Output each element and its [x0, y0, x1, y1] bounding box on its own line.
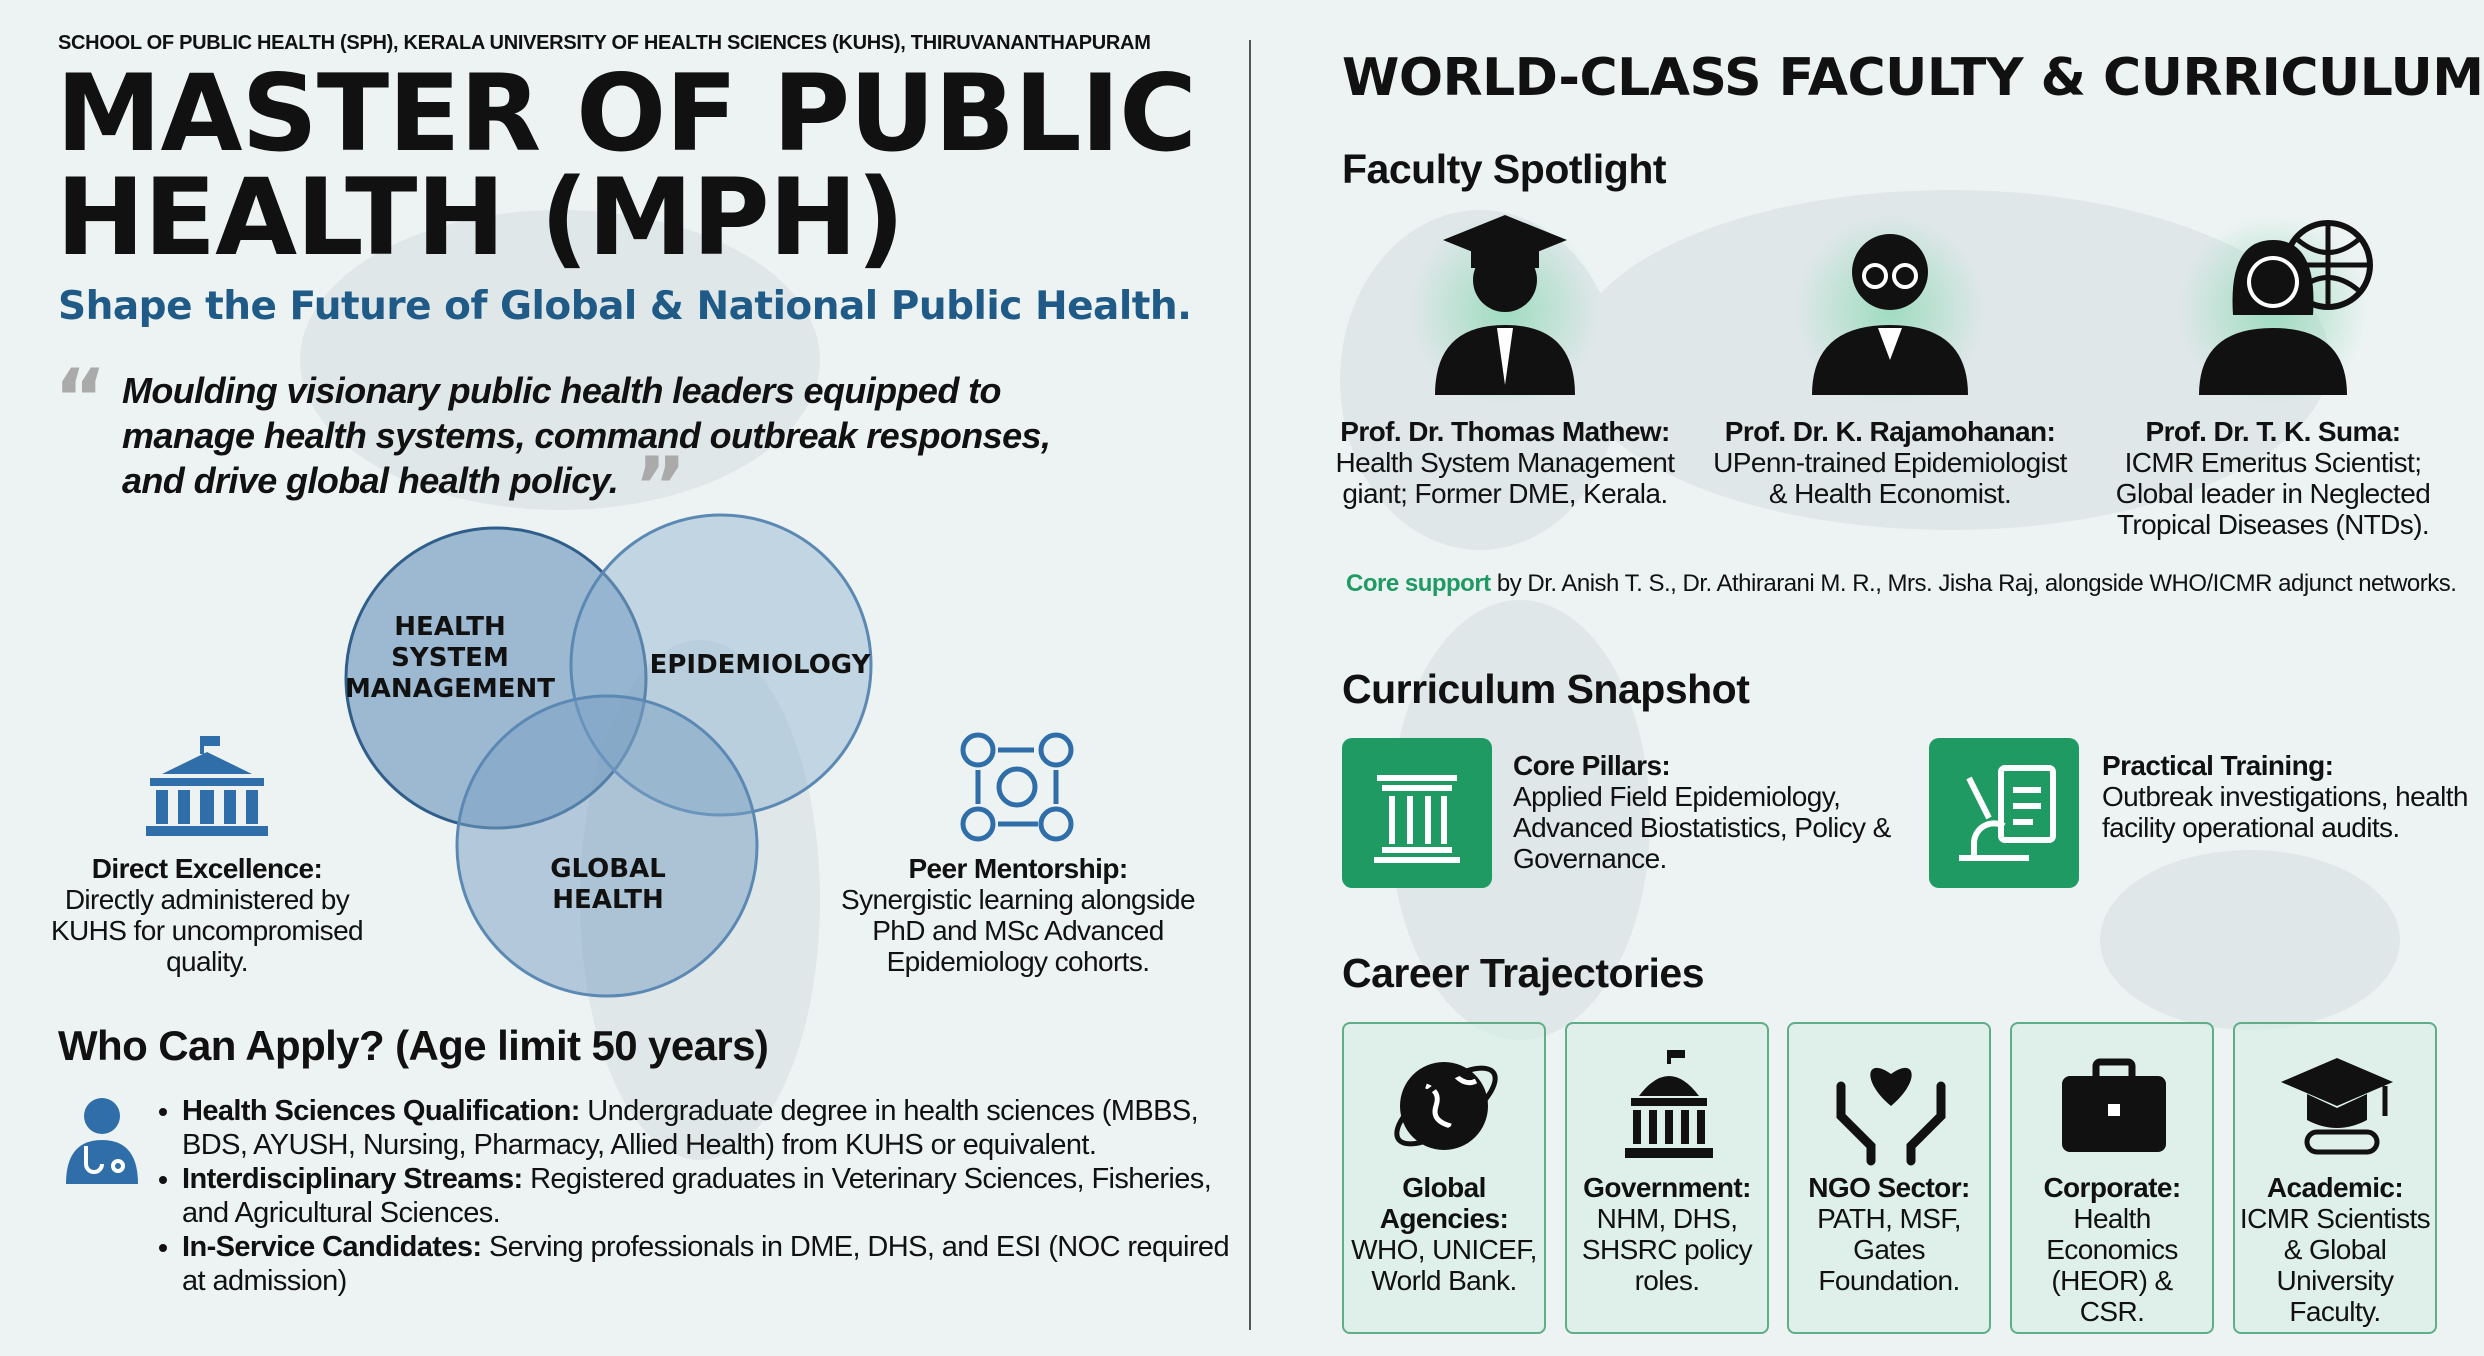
- mentorship-icon: [960, 732, 1074, 842]
- eligibility-item: In-Service Candidates: Serving professio…: [182, 1230, 1242, 1298]
- right-title: WORLD-CLASS FACULTY & CURRICULUM: [1342, 48, 2484, 108]
- faculty: Prof. Dr. T. K. Suma: ICMR Emeritus Scien…: [2103, 416, 2443, 540]
- quote-mark: “: [54, 352, 107, 445]
- item-label: In-Service Candidates:: [182, 1231, 482, 1263]
- feature: Peer Mentorship: Synergistic learning alo…: [828, 853, 1208, 977]
- career-card: NGO Sector: PATH, MSF, Gates Foundation.: [1787, 1022, 1991, 1334]
- career-detail: WHO, UNICEF, World Bank.: [1351, 1234, 1537, 1296]
- feature-title: Peer Mentorship:: [908, 853, 1128, 884]
- pillar-icon-box: [1342, 738, 1492, 888]
- career-title: Corporate:: [2043, 1172, 2181, 1203]
- faculty-bio: ICMR Emeritus Scientist; Global leader i…: [2115, 447, 2431, 540]
- career-detail: ICMR Scientists & Global University Facu…: [2239, 1203, 2431, 1327]
- curriculum-title: Core Pillars:: [1513, 750, 1671, 781]
- career-detail: PATH, MSF, Gates Foundation.: [1817, 1203, 1961, 1296]
- career-title: Global Agencies:: [1379, 1172, 1509, 1234]
- feature-title: Direct Excellence:: [91, 853, 323, 884]
- title: MASTER OF PUBLIC HEALTH (MPH): [56, 52, 1197, 279]
- venn-diagram: [344, 513, 873, 998]
- career-text: NGO Sector: PATH, MSF, Gates Foundation.: [1793, 1172, 1985, 1296]
- curriculum-title: Practical Training:: [2102, 750, 2334, 781]
- curriculum-text: Applied Field Epidemiology, Advanced Bio…: [1513, 781, 1891, 874]
- item-text: Serving professionals in DME, DHS, and E…: [182, 1231, 1230, 1297]
- feature: Direct Excellence: Directly administered …: [37, 853, 377, 977]
- eligibility-item: Health Sciences Qualification: Undergrad…: [182, 1094, 1242, 1162]
- doctor-icon: [66, 1098, 138, 1184]
- section-heading: Faculty Spotlight: [1342, 146, 1667, 192]
- feature-text: Directly administered by KUHS for uncomp…: [50, 884, 364, 977]
- core-support: Core support by Dr. Anish T. S., Dr. Ath…: [1346, 570, 2466, 598]
- faculty-name: Prof. Dr. T. K. Suma:: [2145, 416, 2402, 447]
- career-card: Corporate: Health Economics (HEOR) & CSR.: [2010, 1022, 2214, 1334]
- section-heading: Curriculum Snapshot: [1342, 666, 1750, 712]
- career-detail: Health Economics (HEOR) & CSR.: [2046, 1203, 2178, 1327]
- eligibility-list: Health Sciences Qualification: Undergrad…: [150, 1094, 1242, 1298]
- item-label: Interdisciplinary Streams:: [182, 1163, 523, 1195]
- career-title: NGO Sector:: [1808, 1172, 1970, 1203]
- pillar-icon: [1374, 775, 1460, 863]
- heart-hands-icon: [1836, 1067, 1946, 1166]
- section-heading: Career Trajectories: [1342, 950, 1705, 996]
- curriculum-item: Core Pillars: Applied Field Epidemiology,…: [1513, 750, 1933, 874]
- globe-icon: [1394, 1062, 1498, 1150]
- career-text: Academic: ICMR Scientists & Global Univer…: [2239, 1172, 2431, 1327]
- career-detail: NHM, DHS, SHSRC policy roles.: [1581, 1203, 1753, 1296]
- institution: SCHOOL OF PUBLIC HEALTH (SPH), KERALA UN…: [58, 32, 1151, 54]
- government-icon: [1625, 1050, 1713, 1158]
- career-title: Government:: [1583, 1172, 1751, 1203]
- career-text: Global Agencies: WHO, UNICEF, World Bank.: [1348, 1172, 1540, 1296]
- building-icon: [146, 736, 268, 836]
- quote: Moulding visionary public health leaders…: [122, 370, 1051, 501]
- faculty-bio: Health System Management giant; Former D…: [1335, 447, 1675, 509]
- eligibility-item: Interdisciplinary Streams: Registered gr…: [182, 1162, 1242, 1230]
- training-icon-box: [1929, 738, 2079, 888]
- faculty: Prof. Dr. Thomas Mathew: Health System Ma…: [1325, 416, 1685, 509]
- graduation-icon: [2281, 1058, 2393, 1155]
- faculty-name: Prof. Dr. K. Rajamohanan:: [1724, 416, 2056, 447]
- venn-label: HEALTH SYSTEM MANAGEMENT: [344, 612, 556, 704]
- career-card: Global Agencies: WHO, UNICEF, World Bank.: [1342, 1022, 1546, 1334]
- core-support-highlight: Core support: [1346, 570, 1491, 597]
- item-text: Undergraduate degree in health sciences …: [182, 1095, 1199, 1161]
- core-support-text: by Dr. Anish T. S., Dr. Athirarani M. R.…: [1496, 570, 2457, 597]
- career-text: Corporate: Health Economics (HEOR) & CSR.: [2016, 1172, 2208, 1327]
- curriculum-text: Outbreak investigations, health facility…: [2102, 781, 2468, 843]
- venn-label: GLOBAL HEALTH: [550, 854, 666, 915]
- faculty-bio: UPenn-trained Epidemiologist & Health Ec…: [1713, 447, 2067, 509]
- career-title: Academic:: [2266, 1172, 2404, 1203]
- eligibility-heading: Who Can Apply? (Age limit 50 years): [58, 1022, 769, 1069]
- faculty-name: Prof. Dr. Thomas Mathew:: [1340, 416, 1670, 447]
- item-label: Health Sciences Qualification:: [182, 1095, 580, 1127]
- career-text: Government: NHM, DHS, SHSRC policy roles.: [1571, 1172, 1763, 1296]
- tagline: Shape the Future of Global & National Pu…: [58, 284, 1192, 329]
- quote-mark: ”: [634, 440, 687, 533]
- item-text: Registered graduates in Veterinary Scien…: [182, 1163, 1212, 1229]
- venn-label: EPIDEMIOLOGY: [649, 650, 871, 680]
- briefcase-icon: [2062, 1058, 2166, 1152]
- faculty-icons: [1410, 215, 2373, 405]
- microscope-icon: [1959, 765, 2056, 861]
- career-card: Government: NHM, DHS, SHSRC policy roles.: [1565, 1022, 1769, 1334]
- feature-text: Synergistic learning alongside PhD and M…: [841, 884, 1196, 977]
- curriculum-item: Practical Training: Outbreak investigatio…: [2102, 750, 2482, 843]
- career-card: Academic: ICMR Scientists & Global Univer…: [2233, 1022, 2437, 1334]
- faculty: Prof. Dr. K. Rajamohanan: UPenn-trained E…: [1710, 416, 2070, 509]
